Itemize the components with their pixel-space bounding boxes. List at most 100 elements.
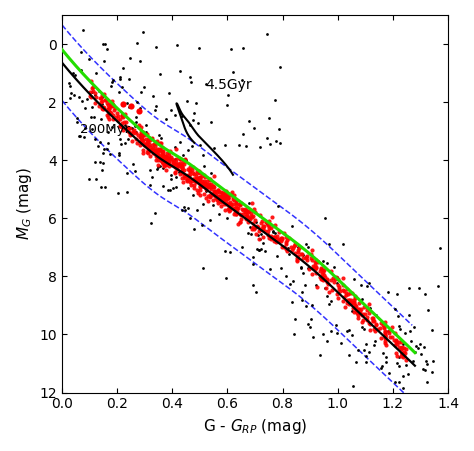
Point	[138, 133, 146, 140]
Point	[301, 281, 309, 289]
Point	[218, 194, 226, 201]
Point	[151, 146, 159, 153]
Point	[105, 113, 112, 120]
Point	[179, 207, 186, 214]
Point	[171, 161, 179, 168]
Point	[196, 168, 203, 175]
Point	[178, 165, 186, 172]
Point	[156, 147, 164, 154]
Point	[200, 264, 207, 271]
Point	[255, 247, 263, 254]
Point	[104, 105, 111, 112]
Point	[159, 183, 167, 190]
Point	[199, 180, 207, 187]
Point	[207, 177, 214, 184]
Point	[283, 240, 290, 248]
Point	[152, 43, 160, 51]
Point	[352, 308, 360, 315]
Point	[271, 97, 279, 104]
Point	[239, 45, 247, 52]
Point	[112, 114, 120, 121]
Point	[295, 244, 303, 251]
Point	[283, 233, 290, 240]
Point	[337, 288, 344, 295]
Point	[123, 170, 131, 177]
Point	[182, 157, 189, 165]
Point	[161, 154, 168, 161]
Point	[350, 298, 357, 305]
Point	[333, 290, 341, 297]
Point	[285, 244, 292, 251]
Point	[365, 309, 373, 316]
Point	[129, 129, 137, 136]
Point	[204, 198, 211, 205]
Point	[210, 144, 218, 152]
Point	[276, 64, 283, 71]
Point	[89, 125, 96, 133]
Point	[208, 181, 215, 188]
Point	[334, 275, 341, 282]
Point	[245, 118, 252, 125]
Point	[365, 320, 373, 327]
Point	[223, 215, 231, 222]
Point	[137, 126, 145, 133]
Point	[119, 127, 127, 134]
Point	[222, 201, 230, 208]
Point	[152, 102, 160, 110]
Point	[359, 310, 366, 317]
Point	[146, 144, 154, 151]
Point	[258, 217, 266, 225]
Point	[407, 327, 414, 335]
Point	[282, 239, 290, 247]
Point	[75, 94, 82, 101]
Point	[262, 218, 270, 225]
Point	[142, 135, 150, 143]
Point	[321, 214, 328, 221]
Point	[307, 250, 314, 258]
Point	[86, 88, 94, 96]
Point	[244, 219, 252, 226]
Point	[344, 291, 352, 298]
Point	[235, 204, 242, 211]
Point	[202, 187, 210, 194]
Point	[392, 339, 400, 346]
Point	[395, 338, 402, 345]
Point	[236, 218, 244, 226]
Point	[100, 57, 108, 64]
Point	[126, 124, 134, 132]
Point	[311, 259, 319, 266]
Point	[163, 157, 171, 165]
Point	[225, 201, 232, 208]
Point	[165, 89, 173, 97]
Point	[264, 135, 271, 142]
Point	[202, 173, 210, 180]
Point	[154, 139, 161, 147]
Point	[350, 300, 358, 307]
Point	[316, 268, 323, 275]
Point	[205, 180, 212, 188]
Point	[370, 318, 377, 325]
Point	[299, 251, 306, 258]
Point	[381, 333, 389, 341]
Point	[137, 89, 145, 96]
Point	[259, 226, 267, 234]
Point	[87, 113, 95, 120]
Point	[227, 202, 234, 209]
Point	[137, 137, 145, 144]
Point	[401, 330, 409, 337]
Point	[108, 97, 116, 105]
Point	[370, 325, 378, 332]
Point	[249, 212, 257, 219]
Point	[191, 171, 198, 178]
Point	[230, 210, 237, 217]
Point	[133, 128, 140, 135]
Point	[156, 156, 164, 163]
Point	[341, 303, 348, 310]
Point	[158, 152, 165, 160]
Point	[323, 276, 331, 284]
Point	[173, 165, 181, 172]
Point	[354, 306, 362, 313]
Point	[119, 65, 127, 72]
Point	[312, 263, 320, 271]
Y-axis label: $M_G$ (mag): $M_G$ (mag)	[15, 167, 34, 240]
